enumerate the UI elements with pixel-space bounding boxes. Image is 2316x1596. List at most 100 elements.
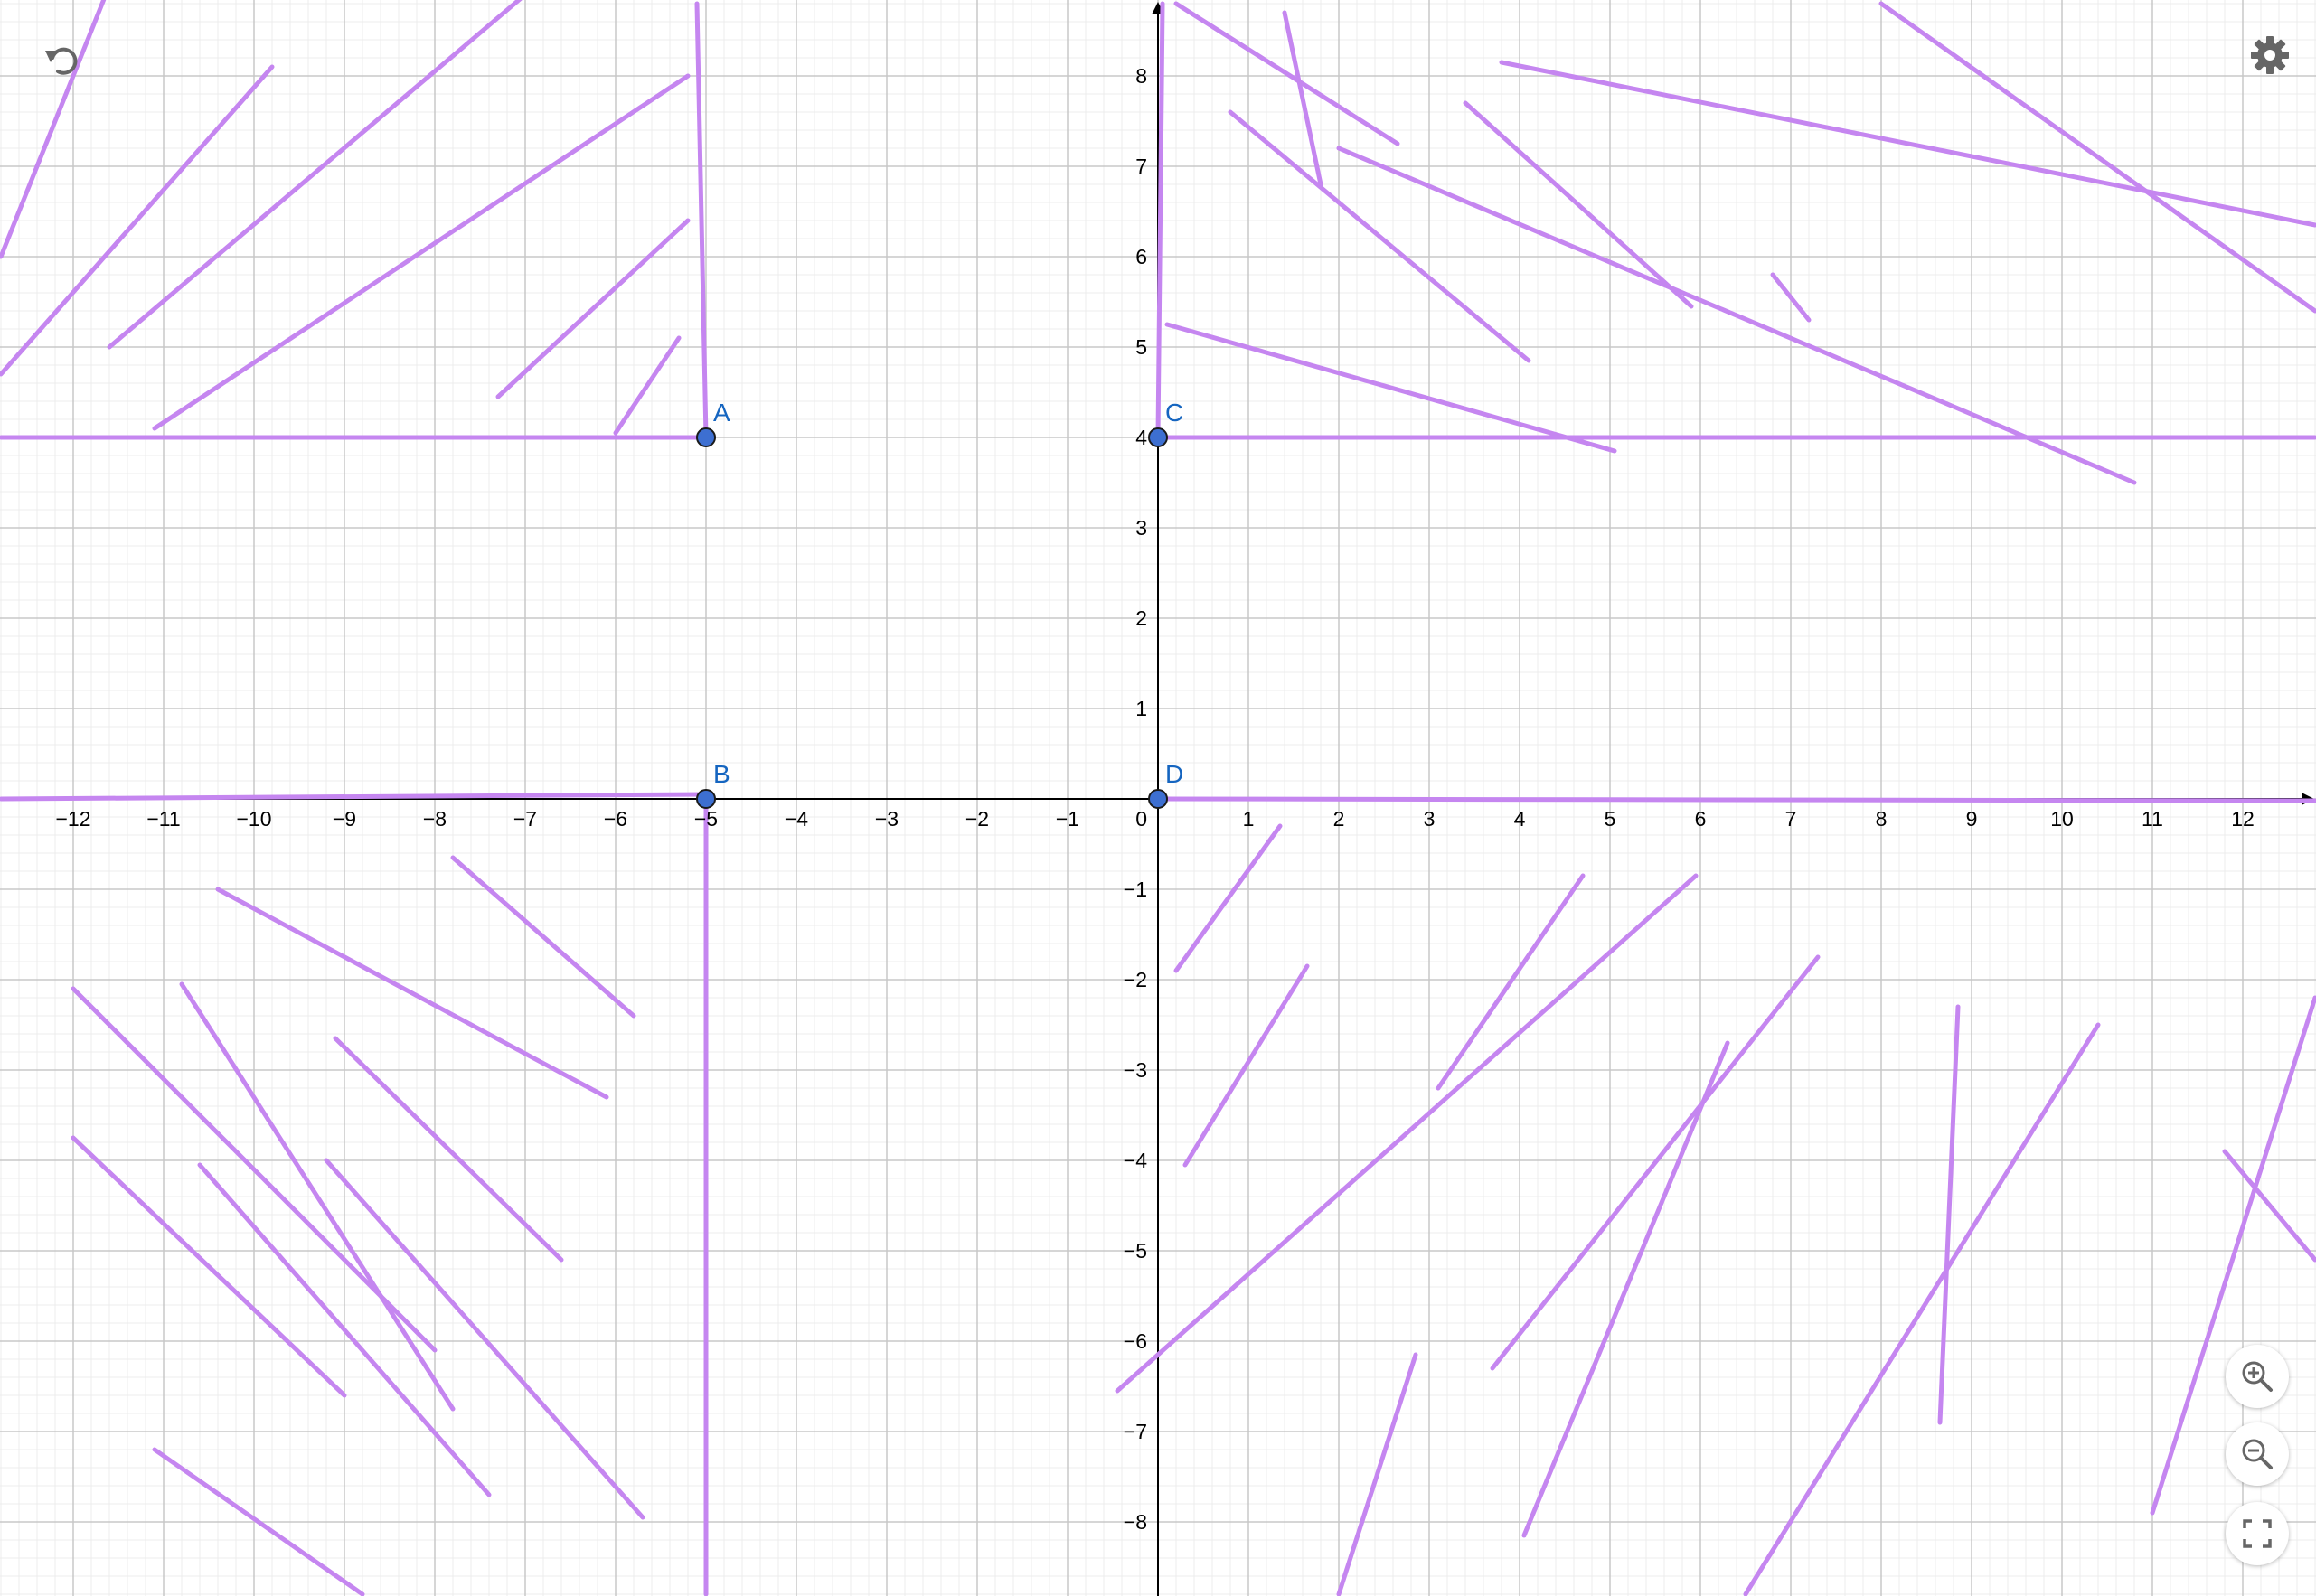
segment — [2222, 1149, 2316, 1263]
segment — [1770, 272, 1812, 323]
point-a — [696, 427, 716, 447]
x-tick-label: 1 — [1243, 807, 1255, 831]
y-tick-label: 7 — [1135, 155, 1147, 178]
settings-button[interactable] — [2238, 23, 2302, 87]
segment — [0, 0, 107, 259]
segment — [1228, 109, 1531, 363]
segment — [1499, 60, 2316, 228]
segment — [613, 335, 682, 436]
y-tick-label: −1 — [1124, 878, 1147, 901]
x-tick-label: −8 — [423, 807, 447, 831]
undo-icon — [45, 47, 78, 75]
segment — [1182, 963, 1310, 1168]
zoom-out-button[interactable] — [2226, 1422, 2289, 1486]
points-layer: A B C D — [696, 399, 1183, 809]
segment — [152, 1447, 365, 1596]
segment — [107, 0, 523, 350]
x-tick-label: −9 — [333, 807, 356, 831]
fullscreen-icon — [2243, 1519, 2272, 1548]
x-tick-label: −1 — [1056, 807, 1079, 831]
zoom-in-button[interactable] — [2226, 1345, 2289, 1408]
segment — [1521, 1040, 1730, 1538]
segment — [1937, 1004, 1961, 1425]
segment — [179, 981, 456, 1412]
x-tick-label: −10 — [236, 807, 271, 831]
segment — [1155, 796, 2316, 803]
x-tick-label: 4 — [1514, 807, 1526, 831]
x-tick-label: 5 — [1605, 807, 1616, 831]
segment — [1155, 1, 1165, 440]
gear-icon — [2251, 36, 2289, 74]
segment — [495, 218, 691, 399]
y-tick-label: −7 — [1124, 1420, 1147, 1443]
y-tick-label: −2 — [1124, 968, 1147, 991]
y-tick-label: 6 — [1135, 245, 1147, 268]
point-label-c: C — [1165, 399, 1183, 427]
x-tick-label: 6 — [1695, 807, 1707, 831]
segment — [1173, 1, 1400, 146]
point-label-a: A — [713, 399, 730, 427]
point-c — [1148, 427, 1168, 447]
x-tick-label: 7 — [1785, 807, 1797, 831]
segment — [694, 1, 709, 440]
y-tick-label: 8 — [1135, 64, 1147, 88]
x-tick-label: −5 — [694, 807, 718, 831]
point-b — [696, 789, 716, 809]
x-tick-label: 12 — [2231, 807, 2255, 831]
segment — [197, 1162, 492, 1497]
y-tick-label: 1 — [1135, 697, 1147, 720]
y-tick-label: −3 — [1124, 1058, 1147, 1082]
y-tick-label: 4 — [1135, 426, 1147, 449]
segment — [71, 1135, 347, 1398]
segment — [0, 64, 275, 377]
point-label-b: B — [713, 760, 730, 788]
segment — [1436, 873, 1586, 1091]
x-tick-label: 2 — [1333, 807, 1345, 831]
point-d — [1148, 789, 1168, 809]
segment — [1490, 954, 1821, 1371]
segment — [1463, 100, 1694, 309]
y-tick-label: −5 — [1124, 1239, 1147, 1263]
y-tick-label: 5 — [1135, 335, 1147, 359]
x-tick-label: −6 — [604, 807, 627, 831]
segment — [1878, 1, 2316, 314]
x-tick-label: −3 — [875, 807, 899, 831]
x-tick-label: −2 — [965, 807, 989, 831]
x-tick-label: −7 — [513, 807, 537, 831]
segment — [1173, 823, 1283, 973]
segment — [1115, 873, 1699, 1394]
segment — [1743, 1022, 2101, 1596]
x-tick-label: 11 — [2142, 807, 2163, 831]
segment — [2150, 995, 2316, 1516]
tick-labels: −12 −11 −10 −9 −8 −7 −6 −5 −4 −3 −2 −1 1 2 3 4 5 6 7 8 9 10 11… — [55, 64, 2254, 1534]
x-tick-label: 9 — [1966, 807, 1978, 831]
x-tick-label: 3 — [1424, 807, 1436, 831]
zoom-in-icon — [2242, 1361, 2273, 1392]
origin-label: 0 — [1135, 807, 1147, 831]
segment — [215, 887, 609, 1100]
segment — [450, 855, 636, 1019]
segment — [324, 1158, 645, 1520]
segment — [1282, 10, 1323, 187]
segment — [1164, 322, 1617, 454]
zoom-out-icon — [2242, 1439, 2273, 1469]
segment — [0, 792, 709, 802]
undo-button[interactable] — [34, 31, 92, 89]
x-tick-label: −12 — [55, 807, 90, 831]
y-tick-label: −4 — [1124, 1149, 1147, 1172]
segment — [333, 1036, 564, 1263]
x-tick-label: −11 — [146, 807, 180, 831]
x-tick-label: −4 — [785, 807, 808, 831]
segment — [1336, 146, 2137, 485]
y-tick-label: 3 — [1135, 516, 1147, 540]
fullscreen-button[interactable] — [2226, 1502, 2289, 1565]
point-label-d: D — [1165, 760, 1183, 788]
x-tick-label: 10 — [2050, 807, 2074, 831]
segment — [152, 73, 691, 431]
x-tick-label: 8 — [1876, 807, 1888, 831]
y-tick-label: −6 — [1124, 1329, 1147, 1353]
y-tick-label: −8 — [1124, 1510, 1147, 1534]
y-tick-label: 2 — [1135, 606, 1147, 630]
